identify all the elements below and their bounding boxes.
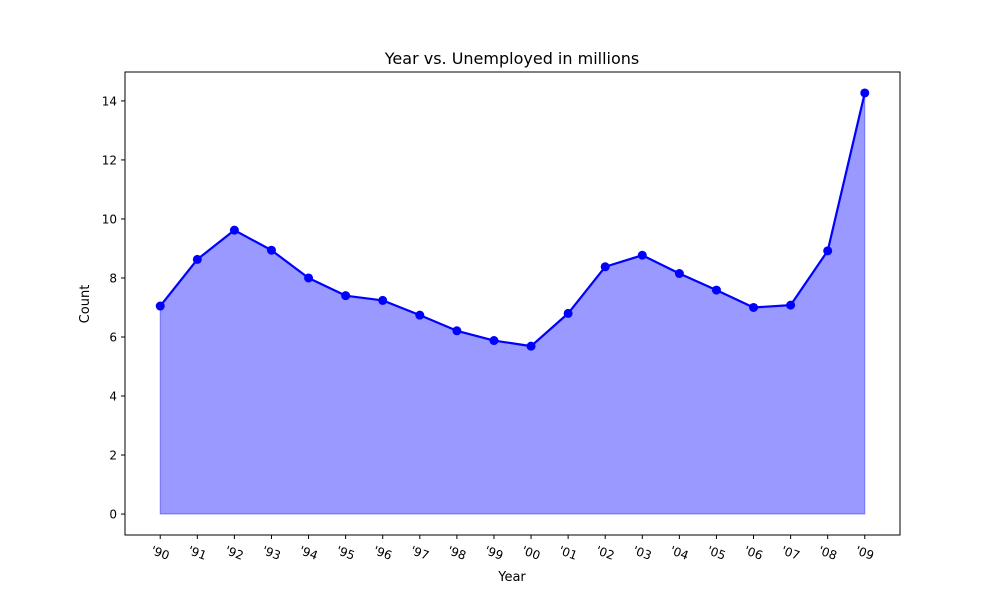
data-point bbox=[452, 326, 462, 336]
x-tick-label: '95 bbox=[335, 543, 357, 563]
data-point bbox=[526, 341, 536, 351]
y-tick-label: 4 bbox=[109, 390, 117, 404]
x-tick-label: '03 bbox=[631, 543, 653, 563]
x-tick-label: '00 bbox=[520, 543, 542, 563]
y-tick-label: 8 bbox=[109, 271, 117, 285]
x-tick-label: '08 bbox=[817, 543, 839, 563]
y-tick-label: 12 bbox=[102, 153, 117, 167]
y-tick-label: 6 bbox=[109, 330, 117, 344]
data-point bbox=[674, 269, 684, 279]
x-tick-label: '06 bbox=[742, 543, 764, 563]
x-tick-label: '94 bbox=[297, 543, 319, 563]
y-tick-label: 2 bbox=[109, 449, 117, 463]
data-point bbox=[378, 295, 388, 305]
x-tick-label: '04 bbox=[668, 543, 690, 563]
x-tick-label: '98 bbox=[446, 543, 468, 563]
data-point bbox=[600, 262, 610, 272]
x-tick-label: '91 bbox=[186, 543, 208, 563]
x-tick-label: '07 bbox=[779, 543, 801, 563]
data-point bbox=[637, 250, 647, 260]
x-tick-label: '90 bbox=[149, 543, 171, 563]
y-axis-label: Count bbox=[78, 285, 93, 324]
data-point bbox=[711, 285, 721, 295]
chart-title: Year vs. Unemployed in millions bbox=[384, 49, 639, 68]
y-tick-label: 0 bbox=[109, 508, 117, 522]
area-fill bbox=[159, 92, 866, 515]
x-tick-label: '02 bbox=[594, 543, 616, 563]
x-axis-label: Year bbox=[497, 570, 526, 585]
series-line bbox=[159, 92, 866, 348]
data-point bbox=[192, 254, 202, 264]
axes-frame bbox=[124, 71, 901, 536]
data-point bbox=[155, 301, 165, 311]
x-tick-label: '92 bbox=[223, 543, 245, 563]
data-point bbox=[563, 308, 573, 318]
data-point bbox=[266, 245, 276, 255]
y-tick-label: 10 bbox=[102, 212, 117, 226]
x-tick-label: '93 bbox=[260, 543, 282, 563]
plot-area: 0 2 4 6 8 10 12 14 '90 '91 '92 '93 '94 '95 '96 '97 '98 '9… bbox=[102, 71, 901, 563]
data-point bbox=[749, 302, 759, 312]
data-point bbox=[229, 225, 239, 235]
data-point bbox=[341, 291, 351, 301]
x-tick-label: '01 bbox=[557, 543, 579, 563]
x-tick-label: '05 bbox=[705, 543, 727, 563]
x-tick-label: '99 bbox=[483, 543, 505, 563]
data-point bbox=[415, 310, 425, 320]
data-point bbox=[489, 336, 499, 346]
x-tick-label: '97 bbox=[409, 543, 431, 563]
x-tick-label: '96 bbox=[372, 543, 394, 563]
data-point bbox=[304, 273, 314, 283]
y-tick-label: 14 bbox=[102, 94, 117, 108]
data-point bbox=[860, 88, 870, 98]
data-point bbox=[823, 246, 833, 256]
x-tick-label: '09 bbox=[854, 543, 876, 563]
data-point bbox=[786, 300, 796, 310]
